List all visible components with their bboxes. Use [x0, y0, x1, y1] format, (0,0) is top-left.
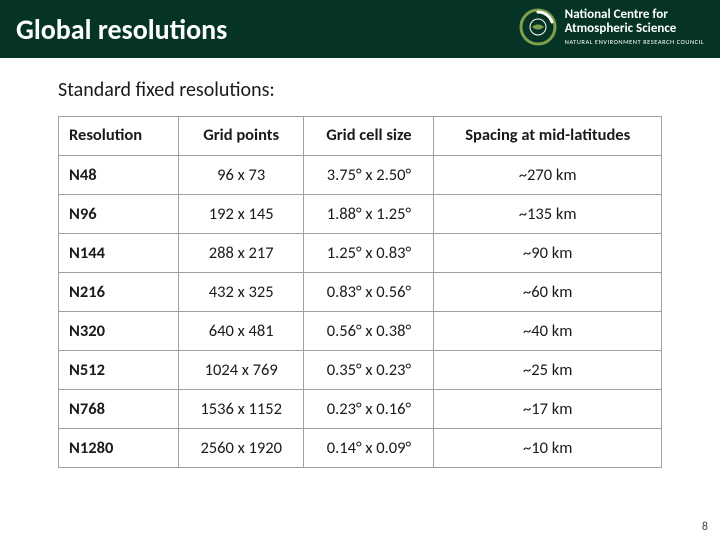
table-cell: N320	[59, 311, 179, 350]
logo-icon	[519, 8, 557, 46]
table-cell: 0.14° x 0.09°	[304, 428, 434, 467]
table-row: N320640 x 4810.56° x 0.38°~40 km	[59, 311, 662, 350]
table-row: N12802560 x 19200.14° x 0.09°~10 km	[59, 428, 662, 467]
table-cell: 192 x 145	[179, 194, 304, 233]
table-cell: 1536 x 1152	[179, 389, 304, 428]
table-row: N5121024 x 7690.35° x 0.23°~25 km	[59, 350, 662, 389]
table-cell: 1.88° x 1.25°	[304, 194, 434, 233]
col-header: Spacing at mid-latitudes	[434, 117, 662, 156]
table-cell: 640 x 481	[179, 311, 304, 350]
table-row: N144288 x 2171.25° x 0.83°~90 km	[59, 233, 662, 272]
table-cell: N768	[59, 389, 179, 428]
logo-text: National Centre for Atmospheric Science …	[565, 8, 704, 46]
logo-line1: National Centre for	[565, 8, 704, 22]
page-title: Global resolutions	[16, 12, 227, 47]
table-cell: ~17 km	[434, 389, 662, 428]
table-cell: ~25 km	[434, 350, 662, 389]
table-cell: ~135 km	[434, 194, 662, 233]
table-cell: 1.25° x 0.83°	[304, 233, 434, 272]
table-cell: 432 x 325	[179, 272, 304, 311]
table-cell: ~40 km	[434, 311, 662, 350]
table-cell: N144	[59, 233, 179, 272]
table-cell: ~10 km	[434, 428, 662, 467]
slide-content: Standard fixed resolutions: Resolution G…	[0, 58, 720, 468]
table-cell: N1280	[59, 428, 179, 467]
table-cell: N512	[59, 350, 179, 389]
table-cell: 96 x 73	[179, 155, 304, 194]
table-cell: 0.83° x 0.56°	[304, 272, 434, 311]
table-cell: N96	[59, 194, 179, 233]
col-header: Grid points	[179, 117, 304, 156]
logo-line3: NATURAL ENVIRONMENT RESEARCH COUNCIL	[565, 39, 704, 46]
table-cell: 2560 x 1920	[179, 428, 304, 467]
table-row: N216432 x 3250.83° x 0.56°~60 km	[59, 272, 662, 311]
table-row: N7681536 x 11520.23° x 0.16°~17 km	[59, 389, 662, 428]
table-row: N96192 x 1451.88° x 1.25°~135 km	[59, 194, 662, 233]
col-header: Grid cell size	[304, 117, 434, 156]
table-cell: 0.56° x 0.38°	[304, 311, 434, 350]
table-cell: N216	[59, 272, 179, 311]
table-row: N4896 x 733.75° x 2.50°~270 km	[59, 155, 662, 194]
table-cell: ~90 km	[434, 233, 662, 272]
table-cell: 1024 x 769	[179, 350, 304, 389]
subtitle: Standard fixed resolutions:	[58, 78, 662, 102]
resolutions-table: Resolution Grid points Grid cell size Sp…	[58, 116, 662, 468]
table-cell: 0.35° x 0.23°	[304, 350, 434, 389]
slide-header: Global resolutions National Centre for A…	[0, 0, 720, 58]
table-cell: 0.23° x 0.16°	[304, 389, 434, 428]
col-header: Resolution	[59, 117, 179, 156]
table-cell: 3.75° x 2.50°	[304, 155, 434, 194]
table-cell: ~270 km	[434, 155, 662, 194]
table-cell: 288 x 217	[179, 233, 304, 272]
table-cell: N48	[59, 155, 179, 194]
ncas-logo: National Centre for Atmospheric Science …	[519, 8, 704, 46]
table-cell: ~60 km	[434, 272, 662, 311]
table-header-row: Resolution Grid points Grid cell size Sp…	[59, 117, 662, 156]
logo-line2: Atmospheric Science	[565, 22, 704, 36]
page-number: 8	[702, 520, 708, 534]
